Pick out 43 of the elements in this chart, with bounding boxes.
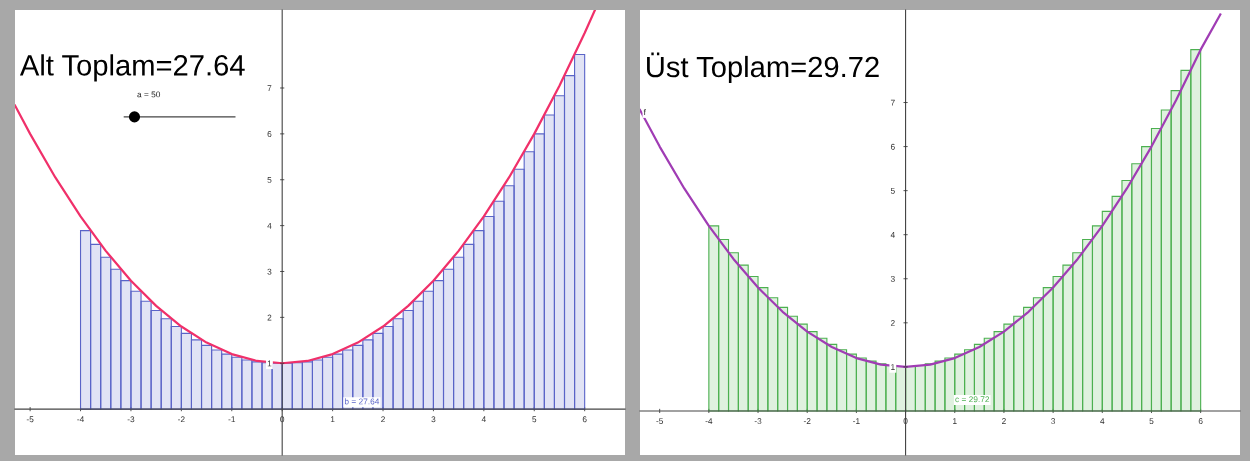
text: Üst Toplam=29.72 <box>647 52 879 84</box>
annotation: a = 50 <box>137 91 161 98</box>
y-tick-label: 5 <box>267 177 272 183</box>
x-tick-label: 4 <box>1100 418 1105 424</box>
y-tick-label: 7 <box>890 99 895 106</box>
x-tick-label: -4 <box>705 418 713 424</box>
x-tick-label: 2 <box>1002 418 1006 424</box>
x-tick-label: 2 <box>381 416 385 423</box>
y-tick-label: 6 <box>267 131 272 137</box>
x-tick-label: 0 <box>280 416 285 423</box>
y-tick-label: 3 <box>890 275 895 282</box>
x-tick-label: 3 <box>431 416 436 423</box>
y-tick-label: 4 <box>267 222 272 229</box>
y-tick-label: 1 <box>267 360 272 367</box>
x-tick-label: -4 <box>77 416 84 423</box>
x-tick-label: 4 <box>481 416 486 423</box>
y-tick-label: 6 <box>890 143 895 150</box>
x-tick-label: -5 <box>656 418 664 425</box>
x-tick-label: 5 <box>1149 418 1154 425</box>
x-tick-label: 1 <box>330 416 335 423</box>
x-tick-label: 6 <box>582 416 587 423</box>
annotation: b = 27.64 <box>344 398 380 405</box>
y-tick-label: 5 <box>890 187 895 194</box>
x-tick-label: -5 <box>26 416 34 423</box>
y-tick-label: 1 <box>891 364 895 370</box>
x-tick-label: 3 <box>1051 418 1056 425</box>
y-tick-label: 2 <box>267 314 272 321</box>
x-tick-label: -3 <box>754 418 762 425</box>
x-tick-label: 6 <box>1198 418 1203 425</box>
x-tick-label: 5 <box>532 416 537 423</box>
text: Alt Toplam=27.64 <box>19 54 245 82</box>
y-tick-label: 7 <box>267 85 272 92</box>
x-tick-label: 1 <box>953 418 957 424</box>
annotation: c = 29.72 <box>955 396 990 403</box>
y-tick-label: 3 <box>267 268 272 275</box>
annotation: f <box>643 109 646 116</box>
x-tick-label: -2 <box>803 418 811 424</box>
y-tick-label: 2 <box>890 320 895 326</box>
x-tick-label: -1 <box>853 418 860 424</box>
y-tick-label: 4 <box>890 231 895 238</box>
x-tick-label: -1 <box>228 416 236 423</box>
x-tick-label: -2 <box>178 416 185 423</box>
x-tick-label: -3 <box>127 416 135 423</box>
